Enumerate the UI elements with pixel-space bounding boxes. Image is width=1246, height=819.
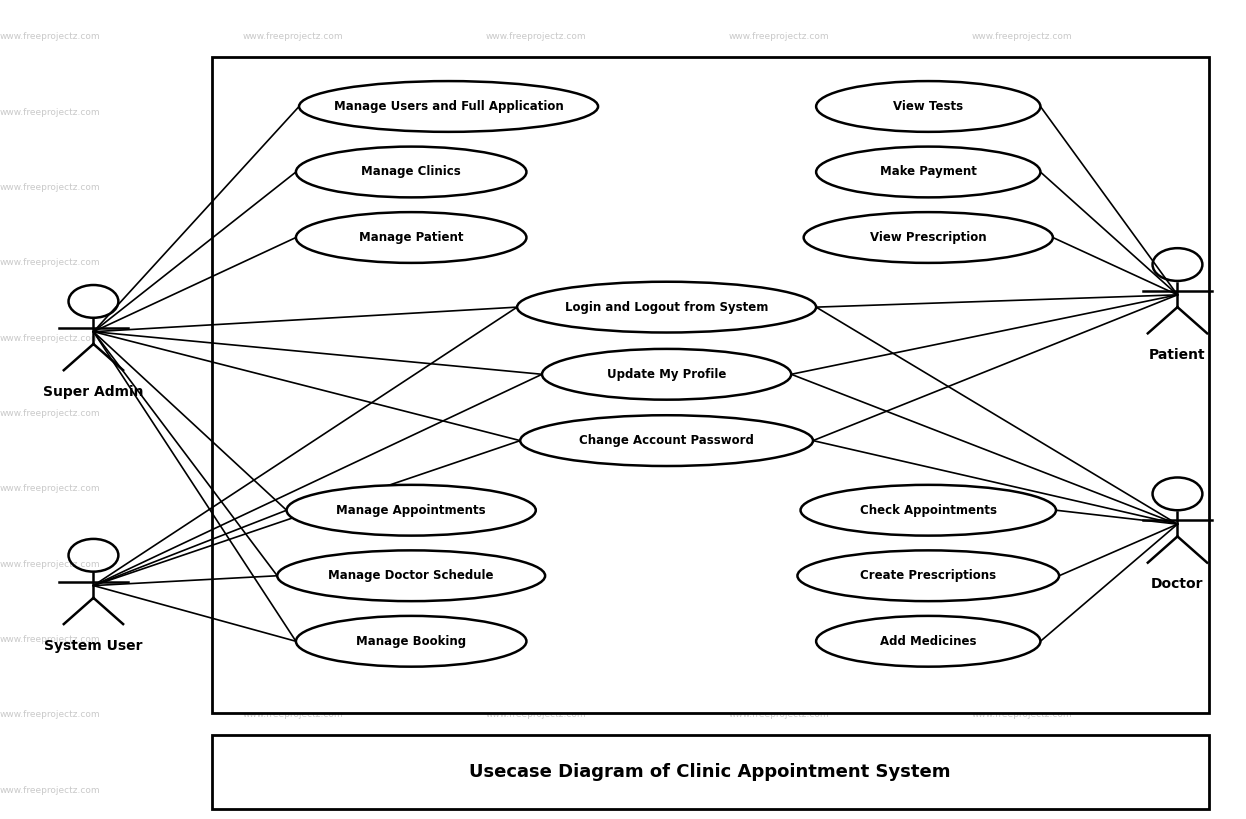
Text: www.freeprojectz.com: www.freeprojectz.com xyxy=(486,334,586,342)
Text: www.freeprojectz.com: www.freeprojectz.com xyxy=(972,786,1072,794)
Text: www.freeprojectz.com: www.freeprojectz.com xyxy=(243,33,343,41)
Text: www.freeprojectz.com: www.freeprojectz.com xyxy=(972,108,1072,116)
Text: www.freeprojectz.com: www.freeprojectz.com xyxy=(243,711,343,719)
Text: www.freeprojectz.com: www.freeprojectz.com xyxy=(243,334,343,342)
Ellipse shape xyxy=(797,550,1059,601)
Text: Change Account Password: Change Account Password xyxy=(579,434,754,447)
Text: www.freeprojectz.com: www.freeprojectz.com xyxy=(729,183,829,192)
Ellipse shape xyxy=(816,616,1040,667)
Text: www.freeprojectz.com: www.freeprojectz.com xyxy=(0,33,100,41)
Text: www.freeprojectz.com: www.freeprojectz.com xyxy=(972,183,1072,192)
Text: Manage Clinics: Manage Clinics xyxy=(361,165,461,179)
Ellipse shape xyxy=(517,282,816,333)
Text: www.freeprojectz.com: www.freeprojectz.com xyxy=(0,786,100,794)
Text: www.freeprojectz.com: www.freeprojectz.com xyxy=(486,711,586,719)
Text: www.freeprojectz.com: www.freeprojectz.com xyxy=(972,560,1072,568)
Text: Manage Doctor Schedule: Manage Doctor Schedule xyxy=(329,569,493,582)
Text: View Tests: View Tests xyxy=(893,100,963,113)
Text: www.freeprojectz.com: www.freeprojectz.com xyxy=(486,183,586,192)
Text: www.freeprojectz.com: www.freeprojectz.com xyxy=(486,410,586,418)
Text: www.freeprojectz.com: www.freeprojectz.com xyxy=(972,711,1072,719)
Text: www.freeprojectz.com: www.freeprojectz.com xyxy=(729,786,829,794)
Text: www.freeprojectz.com: www.freeprojectz.com xyxy=(0,334,100,342)
Text: Check Appointments: Check Appointments xyxy=(860,504,997,517)
Text: www.freeprojectz.com: www.freeprojectz.com xyxy=(0,108,100,116)
Text: www.freeprojectz.com: www.freeprojectz.com xyxy=(0,485,100,493)
Text: www.freeprojectz.com: www.freeprojectz.com xyxy=(486,560,586,568)
Text: www.freeprojectz.com: www.freeprojectz.com xyxy=(243,183,343,192)
Text: Doctor: Doctor xyxy=(1151,577,1204,591)
Text: www.freeprojectz.com: www.freeprojectz.com xyxy=(972,33,1072,41)
Text: www.freeprojectz.com: www.freeprojectz.com xyxy=(972,636,1072,644)
Ellipse shape xyxy=(297,616,526,667)
Ellipse shape xyxy=(297,147,526,197)
Text: www.freeprojectz.com: www.freeprojectz.com xyxy=(972,334,1072,342)
Text: Login and Logout from System: Login and Logout from System xyxy=(564,301,769,314)
Text: View Prescription: View Prescription xyxy=(870,231,987,244)
Text: Manage Users and Full Application: Manage Users and Full Application xyxy=(334,100,563,113)
Ellipse shape xyxy=(816,147,1040,197)
Text: Manage Patient: Manage Patient xyxy=(359,231,464,244)
FancyBboxPatch shape xyxy=(212,735,1209,809)
Text: www.freeprojectz.com: www.freeprojectz.com xyxy=(729,410,829,418)
Text: www.freeprojectz.com: www.freeprojectz.com xyxy=(0,636,100,644)
Text: Patient: Patient xyxy=(1149,348,1206,362)
Text: System User: System User xyxy=(44,639,143,653)
Text: Usecase Diagram of Clinic Appointment System: Usecase Diagram of Clinic Appointment Sy… xyxy=(470,763,951,781)
Text: www.freeprojectz.com: www.freeprojectz.com xyxy=(972,485,1072,493)
Text: www.freeprojectz.com: www.freeprojectz.com xyxy=(486,259,586,267)
Text: www.freeprojectz.com: www.freeprojectz.com xyxy=(729,636,829,644)
Ellipse shape xyxy=(800,485,1055,536)
Text: www.freeprojectz.com: www.freeprojectz.com xyxy=(729,108,829,116)
Text: www.freeprojectz.com: www.freeprojectz.com xyxy=(243,108,343,116)
Text: www.freeprojectz.com: www.freeprojectz.com xyxy=(243,636,343,644)
Text: www.freeprojectz.com: www.freeprojectz.com xyxy=(729,560,829,568)
Text: www.freeprojectz.com: www.freeprojectz.com xyxy=(486,786,586,794)
Ellipse shape xyxy=(542,349,791,400)
Ellipse shape xyxy=(816,81,1040,132)
Text: Super Admin: Super Admin xyxy=(44,385,143,399)
Text: www.freeprojectz.com: www.freeprojectz.com xyxy=(243,786,343,794)
Text: www.freeprojectz.com: www.freeprojectz.com xyxy=(486,108,586,116)
Text: Create Prescriptions: Create Prescriptions xyxy=(860,569,997,582)
Text: www.freeprojectz.com: www.freeprojectz.com xyxy=(0,410,100,418)
Text: www.freeprojectz.com: www.freeprojectz.com xyxy=(486,33,586,41)
Text: www.freeprojectz.com: www.freeprojectz.com xyxy=(243,259,343,267)
Ellipse shape xyxy=(277,550,546,601)
Text: www.freeprojectz.com: www.freeprojectz.com xyxy=(972,259,1072,267)
Text: Manage Appointments: Manage Appointments xyxy=(336,504,486,517)
Text: www.freeprojectz.com: www.freeprojectz.com xyxy=(729,485,829,493)
Ellipse shape xyxy=(804,212,1053,263)
Text: www.freeprojectz.com: www.freeprojectz.com xyxy=(0,183,100,192)
Text: www.freeprojectz.com: www.freeprojectz.com xyxy=(486,636,586,644)
Text: www.freeprojectz.com: www.freeprojectz.com xyxy=(729,259,829,267)
Text: www.freeprojectz.com: www.freeprojectz.com xyxy=(243,560,343,568)
Ellipse shape xyxy=(297,212,526,263)
Text: www.freeprojectz.com: www.freeprojectz.com xyxy=(243,485,343,493)
Text: Manage Booking: Manage Booking xyxy=(356,635,466,648)
Text: www.freeprojectz.com: www.freeprojectz.com xyxy=(972,410,1072,418)
FancyBboxPatch shape xyxy=(212,57,1209,713)
Text: www.freeprojectz.com: www.freeprojectz.com xyxy=(0,711,100,719)
Ellipse shape xyxy=(299,81,598,132)
Text: www.freeprojectz.com: www.freeprojectz.com xyxy=(729,33,829,41)
Text: www.freeprojectz.com: www.freeprojectz.com xyxy=(0,560,100,568)
Text: www.freeprojectz.com: www.freeprojectz.com xyxy=(243,410,343,418)
Text: Add Medicines: Add Medicines xyxy=(880,635,977,648)
Text: www.freeprojectz.com: www.freeprojectz.com xyxy=(729,711,829,719)
Text: Update My Profile: Update My Profile xyxy=(607,368,726,381)
Text: www.freeprojectz.com: www.freeprojectz.com xyxy=(486,485,586,493)
Ellipse shape xyxy=(287,485,536,536)
Ellipse shape xyxy=(521,415,812,466)
Text: Make Payment: Make Payment xyxy=(880,165,977,179)
Text: www.freeprojectz.com: www.freeprojectz.com xyxy=(0,259,100,267)
Text: www.freeprojectz.com: www.freeprojectz.com xyxy=(729,334,829,342)
